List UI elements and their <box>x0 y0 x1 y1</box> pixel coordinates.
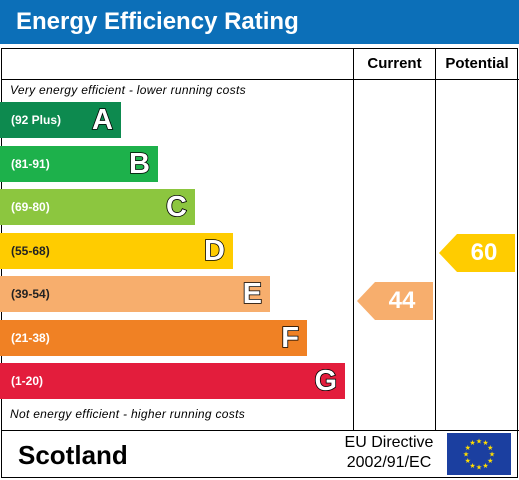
column-divider <box>435 49 436 430</box>
eu-star-icon: ★ <box>476 438 482 446</box>
eu-star-icon: ★ <box>489 451 495 459</box>
region-label: Scotland <box>18 440 128 470</box>
band-range: (55-68) <box>11 244 50 258</box>
band-range: (39-54) <box>11 287 50 301</box>
band-range: (69-80) <box>11 200 50 214</box>
band-letter: G <box>314 364 338 398</box>
current-rating-arrow: 44 <box>357 282 433 320</box>
band-letter: A <box>91 103 114 137</box>
band-range: (21-38) <box>11 331 50 345</box>
band-c: (69-80) C <box>0 189 195 225</box>
band-d: (55-68) D <box>0 233 233 269</box>
potential-column-header: Potential <box>445 55 509 72</box>
directive-line-1: EU Directive <box>344 434 434 451</box>
band-letter: B <box>128 147 151 181</box>
band-b: (81-91) B <box>0 146 158 182</box>
eu-directive: EU Directive 2002/91/EC <box>335 433 443 473</box>
eu-star-icon: ★ <box>469 439 475 447</box>
band-letter: F <box>280 321 299 355</box>
eu-star-icon: ★ <box>476 464 482 472</box>
eu-star-icon: ★ <box>465 457 471 465</box>
column-divider <box>353 49 354 430</box>
eu-star-icon: ★ <box>469 462 475 470</box>
eu-flag-icon: ★ ★ ★ ★ ★ ★ ★ ★ ★ ★ ★ ★ <box>447 433 511 475</box>
band-letter: C <box>165 190 188 224</box>
band-e: (39-54) E <box>0 276 270 312</box>
eu-star-icon: ★ <box>463 451 469 459</box>
band-range: (81-91) <box>11 157 50 171</box>
efficient-note: Very energy efficient - lower running co… <box>10 83 246 97</box>
current-column-header: Current <box>367 55 422 72</box>
page-title: Energy Efficiency Rating <box>0 0 519 44</box>
band-g: (1-20) G <box>0 363 345 399</box>
eu-star-icon: ★ <box>465 444 471 452</box>
header-divider <box>2 79 519 80</box>
band-a: (92 Plus) A <box>0 102 121 138</box>
band-f: (21-38) F <box>0 320 307 356</box>
eu-star-icon: ★ <box>482 462 488 470</box>
band-letter: E <box>242 277 263 311</box>
footer-divider <box>2 430 519 431</box>
eu-star-icon: ★ <box>487 457 493 465</box>
band-range: (92 Plus) <box>11 113 62 127</box>
inefficient-note: Not energy efficient - higher running co… <box>10 407 246 421</box>
eu-star-icon: ★ <box>482 439 488 447</box>
band-letter: D <box>203 234 226 268</box>
band-range: (1-20) <box>11 374 44 388</box>
eu-star-icon: ★ <box>487 444 493 452</box>
potential-rating-arrow: 60 <box>439 234 515 272</box>
directive-line-2: 2002/91/EC <box>346 454 432 471</box>
